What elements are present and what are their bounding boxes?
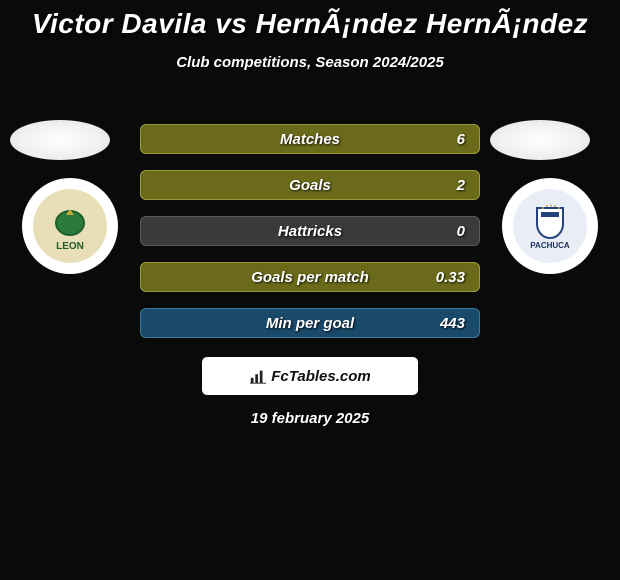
stats-table: Matches6Goals2Hattricks0Goals per match0… [140,124,480,354]
brand-text: FcTables.com [271,368,370,385]
club-badge-left-text: LEON [56,241,84,252]
stat-label: Goals [205,177,415,194]
club-badge-right-text: PACHUCA [530,242,569,251]
stat-label: Hattricks [205,223,415,240]
stat-row: Hattricks0 [140,216,480,246]
leon-crest-icon [45,201,95,241]
player-silhouette-left [10,120,110,160]
date-label: 19 february 2025 [0,410,620,427]
club-badge-left: LEON [22,178,118,274]
stat-label: Matches [205,131,415,148]
brand-box: FcTables.com [202,357,418,395]
stat-right-value: 443 [415,315,465,332]
bar-chart-icon [249,367,267,385]
club-badge-right: PACHUCA [502,178,598,274]
stat-right-value: 0 [415,223,465,240]
page-title: Victor Davila vs HernÃ¡ndez HernÃ¡ndez [0,0,620,40]
club-badge-left-label: LEON [33,189,107,263]
stat-right-value: 2 [415,177,465,194]
stat-row: Goals2 [140,170,480,200]
club-badge-right-label: PACHUCA [513,189,587,263]
stat-row: Matches6 [140,124,480,154]
stat-right-value: 6 [415,131,465,148]
player-silhouette-right [490,120,590,160]
stat-row: Min per goal443 [140,308,480,338]
subtitle: Club competitions, Season 2024/2025 [0,54,620,71]
stat-label: Goals per match [205,269,415,286]
stat-label: Min per goal [205,315,415,332]
pachuca-crest-icon [525,202,575,242]
stat-row: Goals per match0.33 [140,262,480,292]
stat-right-value: 0.33 [415,269,465,286]
